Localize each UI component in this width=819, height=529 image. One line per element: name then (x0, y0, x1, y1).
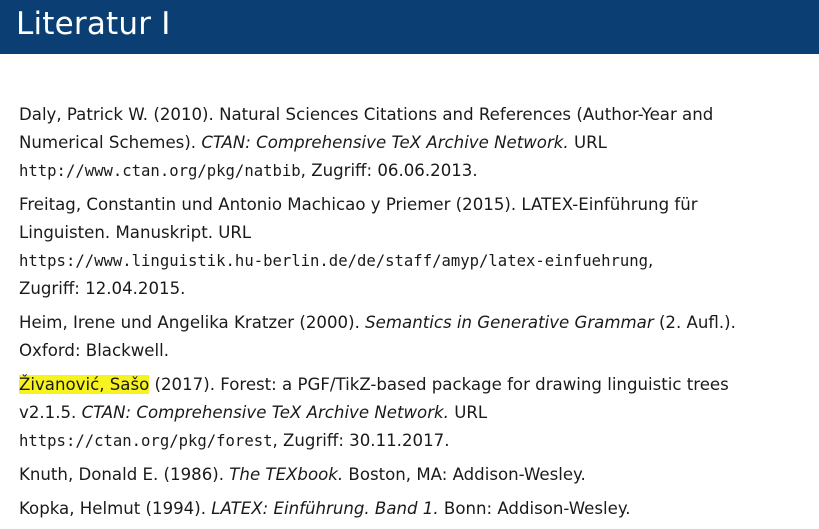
entry-text: Numerical Schemes). (19, 133, 202, 152)
bib-entry-heim: Heim, Irene und Angelika Kratzer (2000).… (19, 309, 799, 365)
entry-text: Heim, Irene und Angelika Kratzer (2000). (19, 313, 366, 332)
entry-text: v2.1.5. (19, 403, 82, 422)
entry-line: Linguisten. Manuskript. URL (19, 219, 799, 247)
entry-line: http://www.ctan.org/pkg/natbib, Zugriff:… (19, 157, 799, 185)
entry-publisher: Boston, MA: Addison-Wesley. (343, 465, 586, 484)
slide: Literatur I Daly, Patrick W. (2010). Nat… (0, 0, 819, 518)
entry-text: Daly, Patrick W. (2010). Natural Science… (19, 105, 714, 124)
entry-access-date: , Zugriff: 30.11.2017. (272, 431, 450, 450)
bib-entry-knuth: Knuth, Donald E. (1986). The TEXbook. Bo… (19, 461, 799, 489)
entry-line: https://ctan.org/pkg/forest, Zugriff: 30… (19, 427, 799, 455)
entry-url[interactable]: https://www.linguistik.hu-berlin.de/de/s… (19, 252, 649, 270)
slide-title: Literatur I (16, 6, 171, 42)
entry-line: Živanović, Sašo (2017). Forest: a PGF/Ti… (19, 371, 799, 399)
highlighted-author: Živanović, Sašo (19, 375, 150, 394)
entry-book-title: The TEXbook. (229, 465, 344, 484)
entry-line: Daly, Patrick W. (2010). Natural Science… (19, 101, 799, 129)
entry-text: , (648, 251, 654, 270)
bib-entry-freitag: Freitag, Constantin und Antonio Machicao… (19, 191, 799, 303)
entry-text: URL (568, 133, 607, 152)
entry-line: Numerical Schemes). CTAN: Comprehensive … (19, 129, 799, 157)
entry-access-date: , Zugriff: 06.06.2013. (300, 161, 478, 180)
entry-line: Zugriff: 12.04.2015. (19, 275, 799, 303)
entry-text: Linguisten. Manuskript. URL (19, 223, 252, 242)
bib-entry-daly: Daly, Patrick W. (2010). Natural Science… (19, 101, 799, 185)
bib-entry-zivanovic: Živanović, Sašo (2017). Forest: a PGF/Ti… (19, 371, 799, 455)
entry-line: v2.1.5. CTAN: Comprehensive TeX Archive … (19, 399, 799, 427)
entry-url[interactable]: http://www.ctan.org/pkg/natbib (19, 162, 301, 180)
entry-line: Oxford: Blackwell. (19, 337, 799, 365)
entry-publisher: Oxford: Blackwell. (19, 341, 169, 360)
title-bar: Literatur I (0, 0, 819, 54)
entry-venue: CTAN: Comprehensive TeX Archive Network. (81, 403, 449, 422)
entry-url[interactable]: https://ctan.org/pkg/forest (19, 432, 273, 450)
bib-entry-kopka: Kopka, Helmut (1994). LATEX: Einführung.… (19, 495, 799, 523)
entry-line: https://www.linguistik.hu-berlin.de/de/s… (19, 247, 799, 275)
entry-venue: CTAN: Comprehensive TeX Archive Network. (201, 133, 569, 152)
entry-line: Heim, Irene und Angelika Kratzer (2000).… (19, 309, 799, 337)
entry-line: Kopka, Helmut (1994). LATEX: Einführung.… (19, 495, 799, 523)
entry-line: Knuth, Donald E. (1986). The TEXbook. Bo… (19, 461, 799, 489)
entry-line: Freitag, Constantin und Antonio Machicao… (19, 191, 799, 219)
entry-text: (2017). Forest: a PGF/TikZ-based package… (149, 375, 729, 394)
entry-book-title: Semantics in Generative Grammar (365, 313, 654, 332)
bibliography-list: Daly, Patrick W. (2010). Natural Science… (19, 101, 799, 529)
entry-text: Freitag, Constantin und Antonio Machicao… (19, 195, 698, 214)
entry-text: (2. Aufl.). (653, 313, 736, 332)
entry-text: Knuth, Donald E. (1986). (19, 465, 230, 484)
entry-access-date: Zugriff: 12.04.2015. (19, 279, 186, 298)
entry-text: URL (448, 403, 488, 422)
